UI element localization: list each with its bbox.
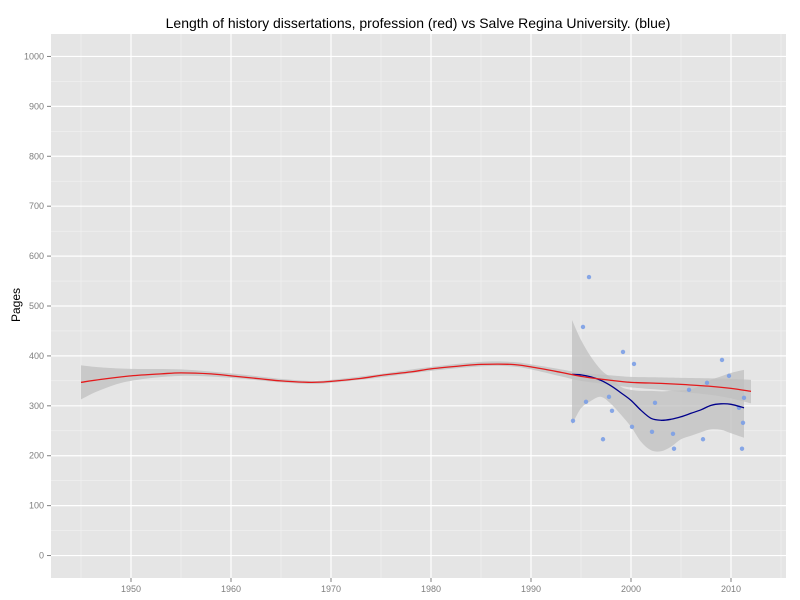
data-point bbox=[670, 431, 676, 436]
data-point bbox=[719, 357, 725, 363]
data-point bbox=[726, 373, 732, 379]
data-point bbox=[580, 324, 586, 330]
x-axis-ticks: 1950 1960 1970 1980 1990 2000 2010 bbox=[121, 578, 741, 594]
y-tick-label: 700 bbox=[29, 201, 44, 211]
data-point bbox=[583, 399, 589, 405]
y-tick-label: 0 bbox=[39, 551, 44, 561]
y-tick-label: 400 bbox=[29, 351, 44, 361]
data-point bbox=[629, 424, 635, 429]
x-tick-label: 2000 bbox=[621, 584, 641, 594]
profession-trend-line bbox=[80, 363, 752, 392]
x-tick-label: 1980 bbox=[421, 584, 441, 594]
chart-title: Length of history dissertations, profess… bbox=[166, 15, 671, 31]
confidence-ribbon-2 bbox=[572, 319, 744, 452]
data-point bbox=[704, 380, 710, 386]
y-axis-title: Pages bbox=[9, 288, 23, 322]
salve-trend-line bbox=[571, 373, 745, 421]
data-point bbox=[740, 420, 746, 425]
data-point bbox=[609, 408, 615, 414]
x-tick-label: 2010 bbox=[721, 584, 741, 594]
y-tick-label: 800 bbox=[29, 151, 44, 161]
x-tick-label: 1960 bbox=[221, 584, 241, 594]
data-points bbox=[570, 274, 747, 451]
y-tick-label: 300 bbox=[29, 401, 44, 411]
x-tick-label: 1950 bbox=[121, 584, 141, 594]
data-point bbox=[739, 446, 745, 451]
data-point bbox=[671, 446, 677, 451]
data-point bbox=[620, 349, 626, 355]
smooth-lines bbox=[80, 363, 752, 421]
y-tick-label: 900 bbox=[29, 101, 44, 111]
major-gridlines bbox=[51, 34, 786, 578]
y-tick-label: 500 bbox=[29, 301, 44, 311]
confidence-ribbon-1 bbox=[81, 361, 751, 404]
y-tick-label: 1000 bbox=[24, 51, 44, 61]
data-point bbox=[586, 274, 592, 280]
data-point bbox=[606, 394, 612, 400]
y-tick-label: 200 bbox=[29, 451, 44, 461]
data-point bbox=[741, 395, 747, 401]
confidence-ribbons bbox=[81, 319, 751, 452]
y-tick-label: 600 bbox=[29, 251, 44, 261]
data-point bbox=[649, 429, 655, 434]
y-tick-label: 100 bbox=[29, 501, 44, 511]
data-point bbox=[700, 437, 706, 442]
data-point bbox=[652, 400, 658, 406]
data-point bbox=[686, 387, 692, 393]
data-point bbox=[631, 361, 637, 367]
data-point bbox=[600, 437, 606, 442]
x-tick-label: 1970 bbox=[321, 584, 341, 594]
x-tick-label: 1990 bbox=[521, 584, 541, 594]
data-point bbox=[570, 418, 576, 423]
y-axis-ticks: 0 100 200 300 400 500 600 700 800 900 1000 bbox=[24, 51, 51, 561]
